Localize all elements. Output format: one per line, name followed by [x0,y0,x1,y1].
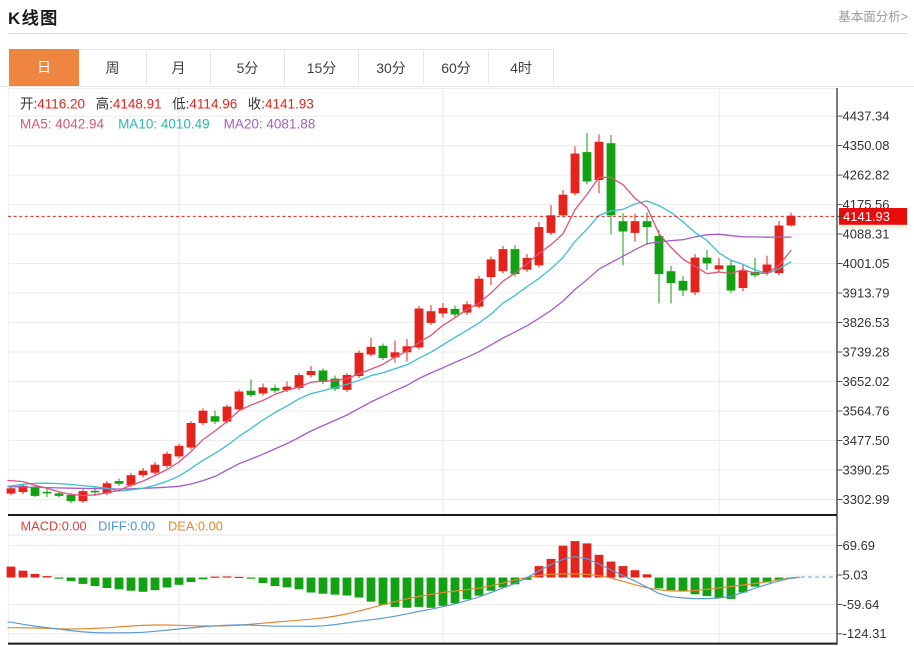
svg-text:-59.64: -59.64 [843,597,880,612]
svg-text:4437.34: 4437.34 [843,108,890,123]
svg-text:4001.05: 4001.05 [843,256,890,271]
svg-text:-124.31: -124.31 [843,626,887,641]
svg-text:5.03: 5.03 [843,567,868,582]
svg-text:4262.82: 4262.82 [843,167,890,182]
svg-text:3564.76: 3564.76 [843,403,890,418]
svg-text:3390.25: 3390.25 [843,462,890,477]
svg-text:4088.31: 4088.31 [843,226,890,241]
svg-text:4141.93: 4141.93 [843,209,890,224]
svg-text:69.69: 69.69 [843,538,876,553]
svg-text:开:4116.20高:4148.91低:4114.96收:4: 开:4116.20 高:4148.91 低:4114.96 收:4141.93 [20,96,314,112]
svg-text:3826.53: 3826.53 [843,315,890,330]
svg-text:3477.50: 3477.50 [843,433,890,448]
svg-text:3302.99: 3302.99 [843,492,890,507]
svg-text:3739.28: 3739.28 [843,344,890,359]
svg-text:3913.79: 3913.79 [843,285,890,300]
svg-text:4350.08: 4350.08 [843,138,890,153]
svg-text:3652.02: 3652.02 [843,374,890,389]
